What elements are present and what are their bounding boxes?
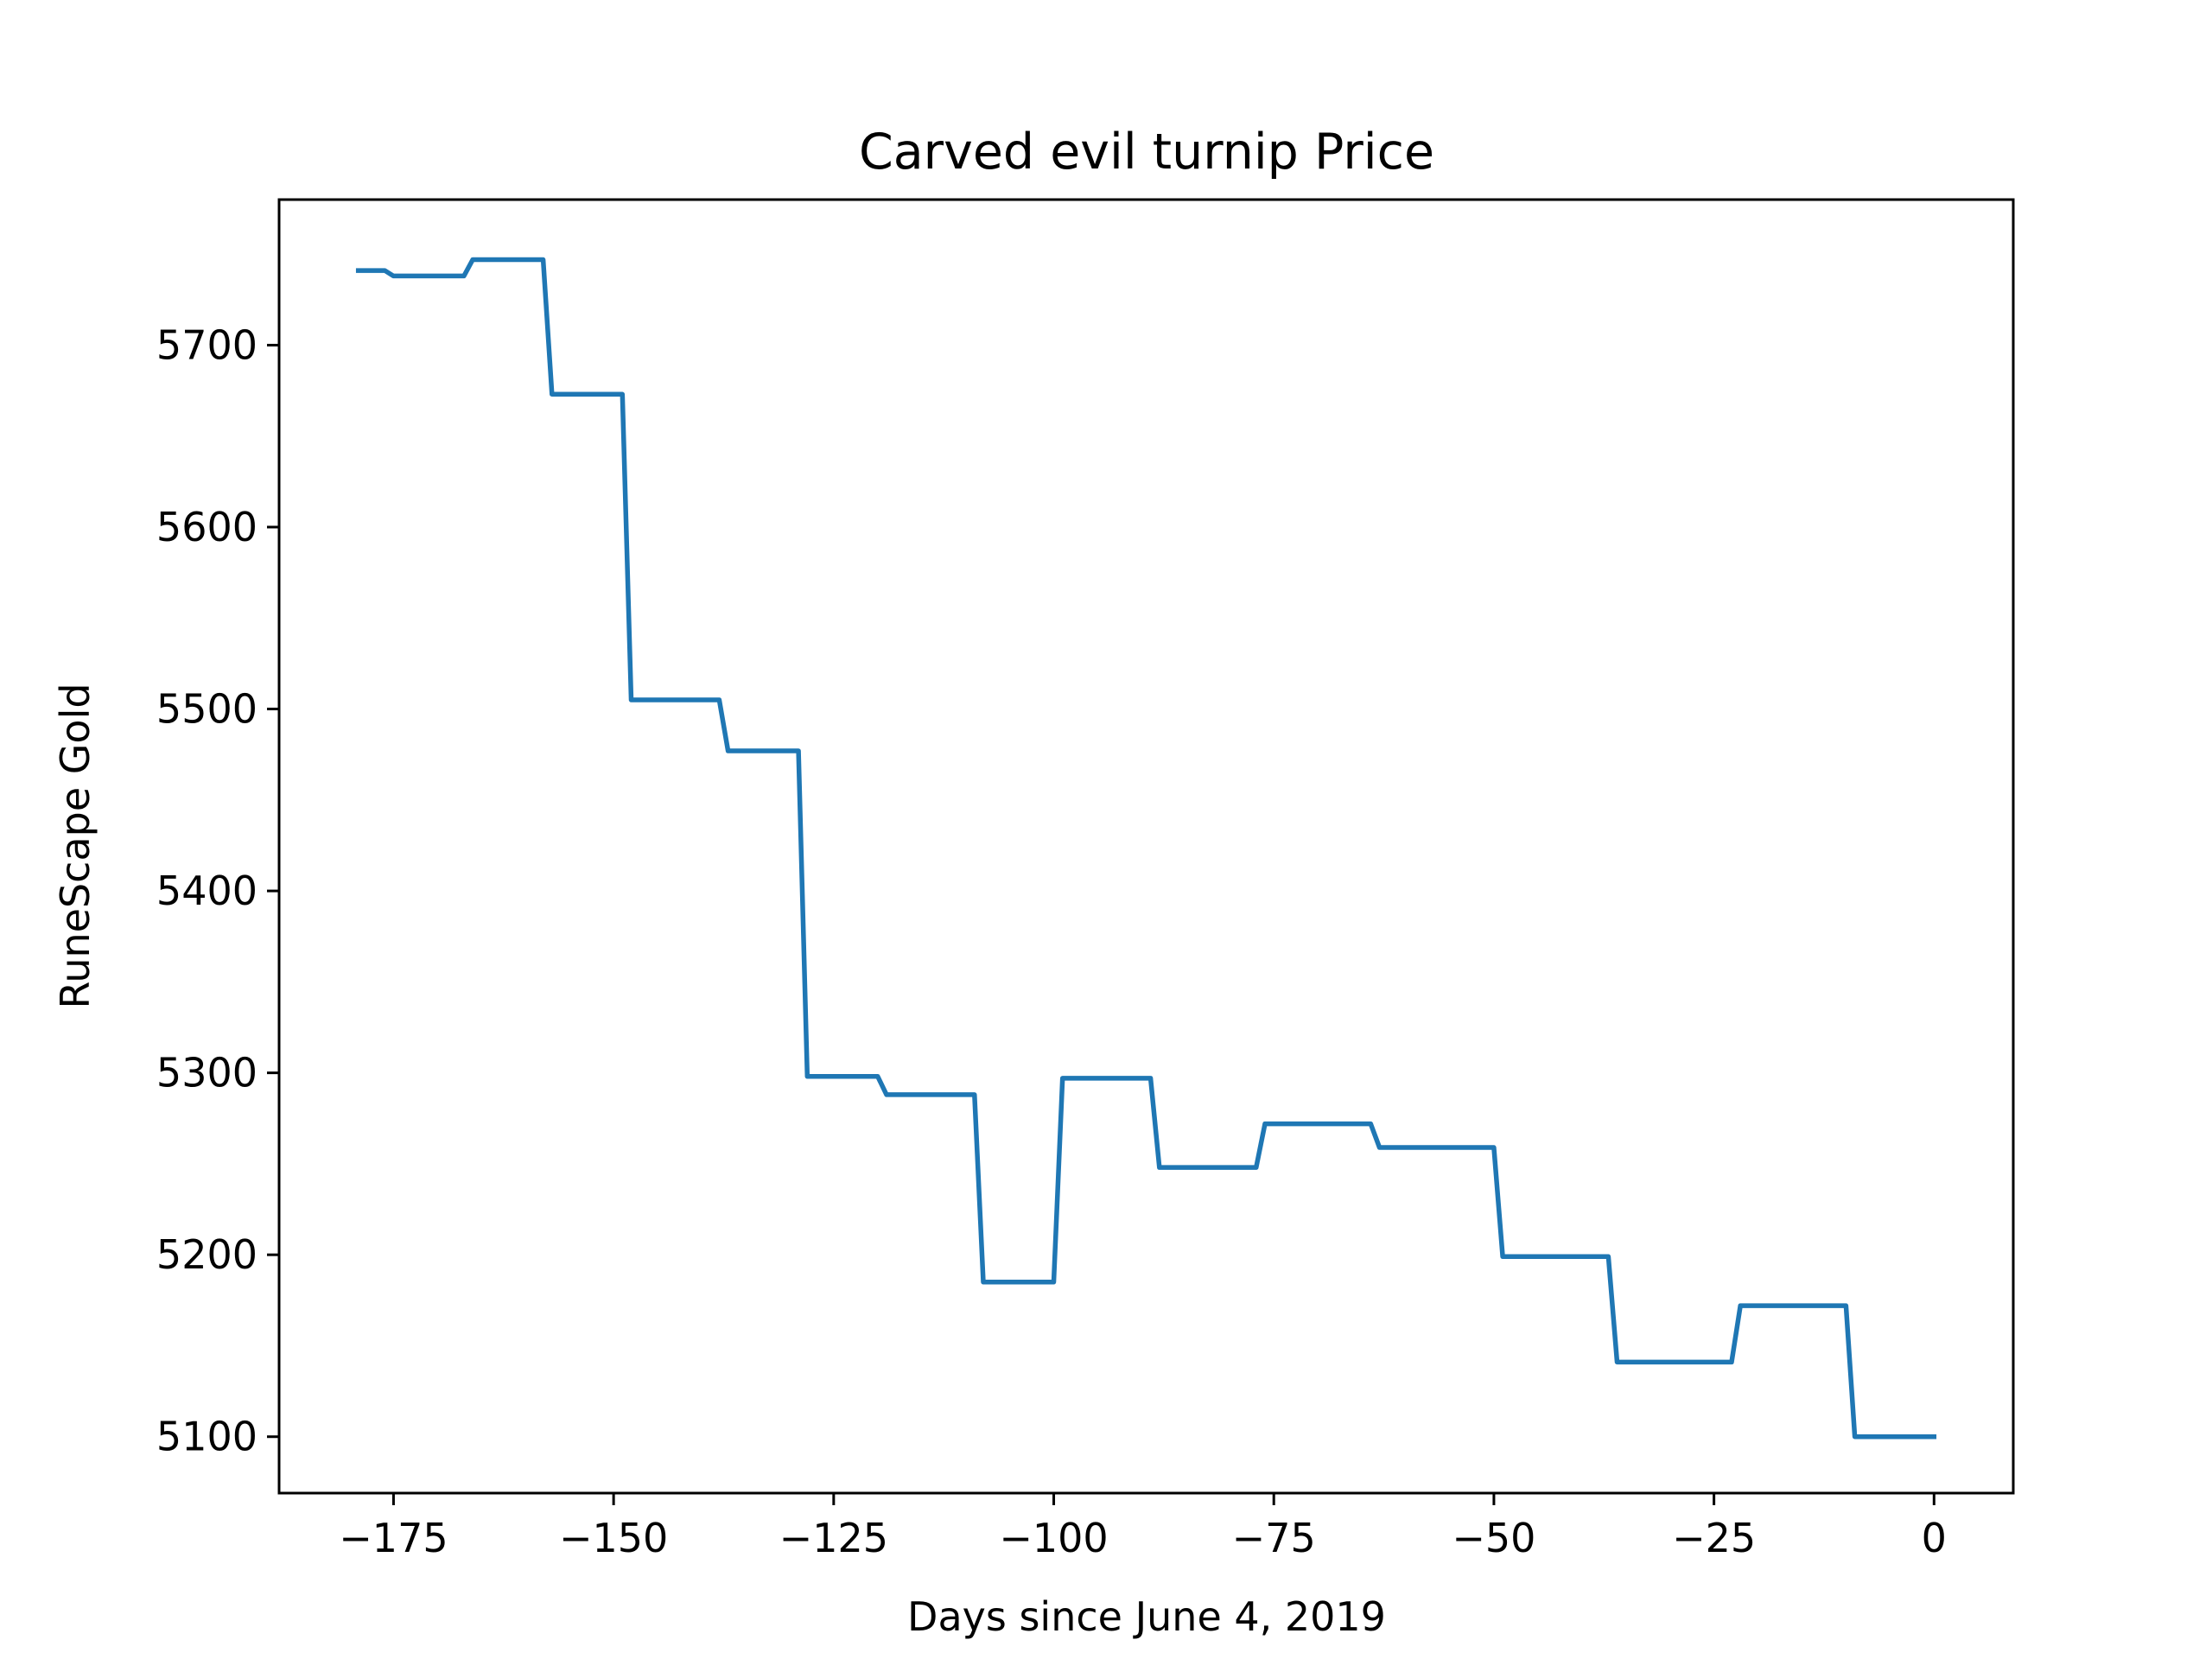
price-series-line — [355, 257, 1937, 1440]
x-tick-label: 0 — [1922, 1515, 1947, 1561]
y-tick-label: 5400 — [156, 868, 257, 914]
y-tick-label: 5100 — [156, 1414, 257, 1460]
chart-title: Carved evil turnip Price — [859, 124, 1434, 181]
x-tick-label: −25 — [1672, 1515, 1756, 1561]
plot-area-frame — [277, 198, 2015, 1495]
x-tick-label: −150 — [559, 1515, 668, 1561]
x-axis-label: Days since June 4, 2019 — [907, 1593, 1386, 1640]
y-tick-label: 5300 — [156, 1050, 257, 1096]
x-tick-label: −125 — [779, 1515, 888, 1561]
y-axis-label: RuneScape Gold — [52, 683, 99, 1008]
x-tick-label: −100 — [999, 1515, 1108, 1561]
y-tick-label: 5500 — [156, 686, 257, 733]
y-tick-label: 5700 — [156, 321, 257, 368]
y-tick-label: 5200 — [156, 1231, 257, 1278]
y-tick-label: 5600 — [156, 504, 257, 550]
x-tick-label: −75 — [1232, 1515, 1316, 1561]
y-axis-ticks: 5100 5200 5300 5400 5500 5600 5700 — [156, 321, 279, 1460]
x-tick-label: −175 — [339, 1515, 448, 1561]
x-tick-label: −50 — [1452, 1515, 1535, 1561]
x-axis-ticks: −175 −150 −125 −100 −75 −50 −25 0 — [339, 1493, 1947, 1561]
